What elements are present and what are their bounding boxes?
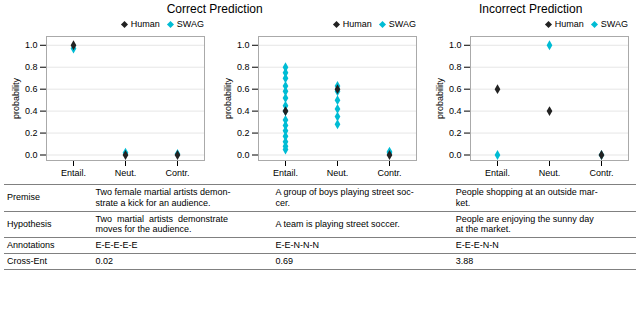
html-text:Annotations: Annotations — [7, 240, 55, 251]
html-text:Hypothesis: Hypothesis — [7, 219, 52, 229]
svg-text:Contr.: Contr. — [589, 168, 613, 178]
svg-text:Entail.: Entail. — [61, 168, 86, 178]
svg-text:Entail.: Entail. — [273, 168, 298, 178]
html-text:People are enjoying the sunny: People are enjoying the sunny day at the… — [455, 213, 594, 235]
svg-text:0.6: 0.6 — [237, 84, 250, 94]
html-text:Two martial artists demonstrat: Two martial artists demonstrate moves fo… — [95, 213, 228, 235]
svg-text:probability: probability — [223, 77, 233, 119]
svg-text:probability: probability — [435, 77, 445, 119]
html-text:Correct Prediction: Correct Prediction — [166, 2, 263, 16]
svg-text:1.0: 1.0 — [237, 40, 250, 50]
html-text:Cross-Ent: Cross-Ent — [7, 256, 47, 266]
svg-text:0.8: 0.8 — [449, 62, 462, 72]
svg-text:0.2: 0.2 — [237, 128, 250, 138]
svg-text:Entail.: Entail. — [485, 168, 510, 178]
svg-text:Neut.: Neut. — [115, 168, 137, 178]
svg-text:0.6: 0.6 — [25, 84, 38, 94]
html-text:E-E-E-N-N: E-E-E-N-N — [455, 240, 499, 251]
svg-text:Neut.: Neut. — [539, 168, 561, 178]
svg-text:0.8: 0.8 — [237, 62, 250, 72]
html-text:Incorrect Prediction: Incorrect Prediction — [479, 2, 583, 16]
html-text:People shopping at an outside: People shopping at an outside mar- ket. — [455, 187, 598, 208]
svg-text:0.0: 0.0 — [449, 150, 462, 160]
html-text:E-E-E-E-E: E-E-E-E-E — [95, 240, 138, 251]
html-text:A team is playing street socce: A team is playing street soccer. — [275, 219, 400, 229]
svg-text:0.2: 0.2 — [449, 128, 462, 138]
html-text:3.88: 3.88 — [455, 256, 474, 266]
svg-text:0.0: 0.0 — [25, 150, 38, 160]
html-text:Premise: Premise — [7, 192, 40, 203]
html-text:E-E-N-N-N: E-E-N-N-N — [275, 240, 320, 251]
html-text:SWAG: SWAG — [176, 19, 204, 29]
svg-text:0.8: 0.8 — [25, 62, 38, 72]
html-text:Human: Human — [342, 19, 372, 29]
svg-text:Contr.: Contr. — [165, 168, 189, 178]
svg-text:0.4: 0.4 — [237, 106, 250, 116]
html-text:0.69: 0.69 — [275, 256, 294, 266]
svg-text:0.0: 0.0 — [237, 150, 250, 160]
svg-text:0.6: 0.6 — [449, 84, 462, 94]
svg-text:probability: probability — [11, 77, 21, 119]
html-text:A group of boys playing street: A group of boys playing street soc- cer. — [275, 187, 414, 208]
html-text:SWAG: SWAG — [388, 19, 416, 29]
svg-text:Neut.: Neut. — [327, 168, 349, 178]
html-text:0.02: 0.02 — [95, 256, 113, 266]
svg-text:0.4: 0.4 — [449, 106, 462, 116]
html-text:SWAG: SWAG — [600, 19, 628, 29]
svg-text:1.0: 1.0 — [25, 40, 38, 50]
svg-text:0.2: 0.2 — [25, 128, 38, 138]
html-text:Two female martial artists dem: Two female martial artists demon- strate… — [95, 187, 231, 208]
html-text:Human: Human — [554, 19, 584, 29]
svg-text:Contr.: Contr. — [377, 168, 401, 178]
html-text:Human: Human — [130, 19, 160, 29]
svg-text:0.4: 0.4 — [25, 106, 38, 116]
svg-text:1.0: 1.0 — [449, 40, 462, 50]
